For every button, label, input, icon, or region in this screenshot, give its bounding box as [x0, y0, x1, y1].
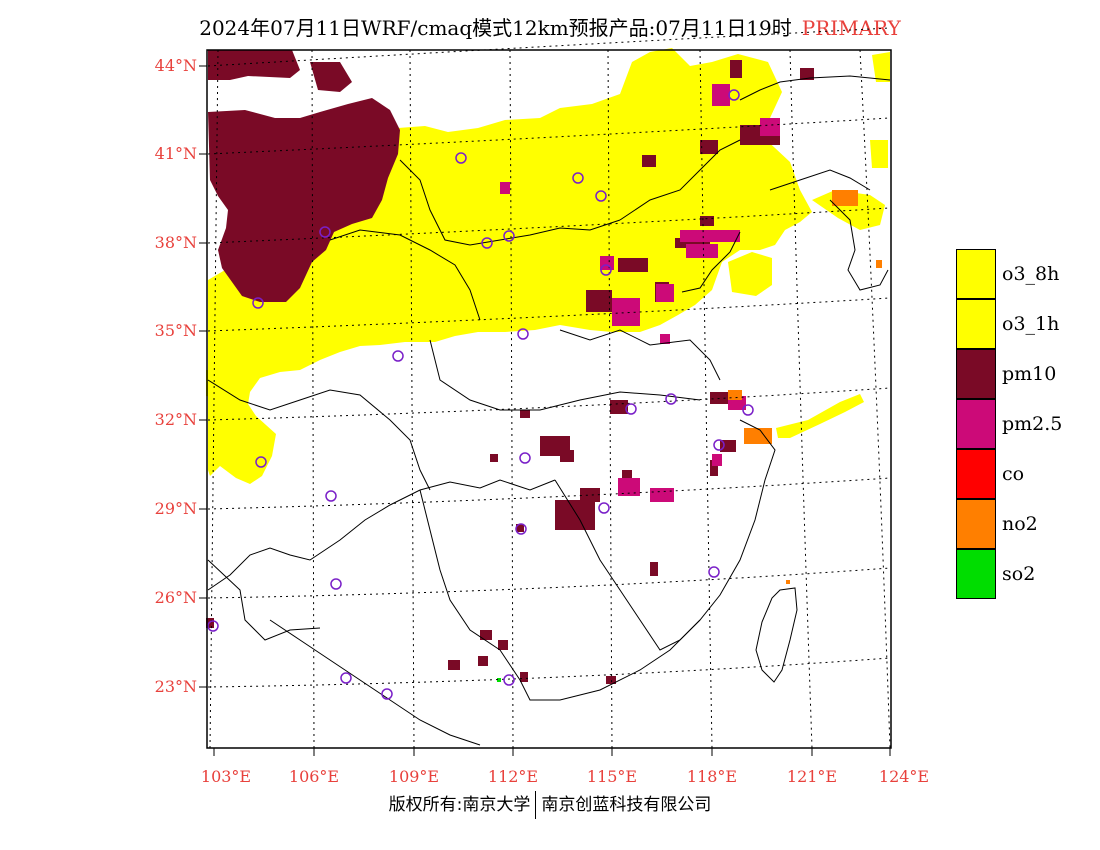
copyright-footer: 版权所有:南京大学 南京创蓝科技有限公司 — [0, 790, 1100, 819]
tick-marks — [199, 65, 891, 756]
lon-label-118e: 118°E — [686, 767, 738, 786]
boundary-lines — [207, 75, 891, 746]
primary-pollutant-label: PRIMARY — [801, 16, 901, 40]
no2-patches — [728, 190, 882, 584]
lon-label-112e: 112°E — [487, 767, 539, 786]
legend-swatch — [956, 449, 996, 499]
legend-swatch — [956, 549, 996, 599]
lat-label-23n: 23°N — [154, 677, 197, 696]
lon-label-106e: 106°E — [288, 767, 340, 786]
taiwan-island — [755, 587, 798, 683]
legend-swatch — [956, 499, 996, 549]
legend-label: no2 — [1002, 513, 1038, 535]
legend-label: pm2.5 — [1002, 413, 1063, 435]
legend-swatch — [956, 249, 996, 299]
lon-label-103e: 103°E — [200, 767, 252, 786]
lat-label-29n: 29°N — [154, 499, 197, 518]
map-frame — [206, 49, 892, 749]
lon-label-109e: 109°E — [388, 767, 440, 786]
lon-label-115e: 115°E — [586, 767, 638, 786]
lon-label-124e: 124°E — [878, 767, 930, 786]
legend-swatch — [956, 299, 996, 349]
lat-label-35n: 35°N — [154, 321, 197, 340]
legend-swatch — [956, 399, 996, 449]
so2-patch — [497, 678, 501, 682]
lat-label-41n: 41°N — [154, 144, 197, 163]
legend-label: o3_1h — [1002, 313, 1060, 335]
ozone-patch-ne4 — [605, 118, 672, 160]
footer-separator — [535, 791, 537, 819]
lat-label-32n: 32°N — [154, 410, 197, 429]
ozone-patch-ne2 — [870, 140, 888, 168]
pm10-region-northwest-top — [208, 50, 300, 80]
ozone-patch-ne3 — [872, 52, 890, 82]
legend-label: so2 — [1002, 563, 1036, 585]
legend-label: pm10 — [1002, 363, 1057, 385]
map-title: 2024年07月11日WRF/cmaq模式12km预报产品:07月11日19时 P… — [0, 12, 1100, 41]
lat-label-38n: 38°N — [154, 233, 197, 252]
copyright-owner: 版权所有:南京大学 — [388, 795, 531, 815]
pm10-patch-north — [310, 62, 352, 92]
graticule — [207, 27, 891, 749]
legend-label: o3_8h — [1002, 263, 1060, 285]
lat-label-26n: 26°N — [154, 588, 197, 607]
legend-swatch — [956, 349, 996, 399]
lat-label-44n: 44°N — [154, 56, 197, 75]
title-text: 2024年07月11日WRF/cmaq模式12km预报产品:07月11日19时 — [199, 16, 792, 40]
pm10-region-northwest — [208, 98, 400, 302]
lon-label-121e: 121°E — [786, 767, 838, 786]
city-markers — [207, 89, 754, 700]
ozone-patch-plume — [776, 394, 864, 438]
copyright-company: 南京创蓝科技有限公司 — [541, 795, 712, 815]
ozone-patch-shandong — [728, 252, 772, 296]
ozone-patch-wsw — [206, 370, 240, 398]
legend-label: co — [1002, 463, 1025, 485]
korea-outline — [829, 199, 889, 291]
